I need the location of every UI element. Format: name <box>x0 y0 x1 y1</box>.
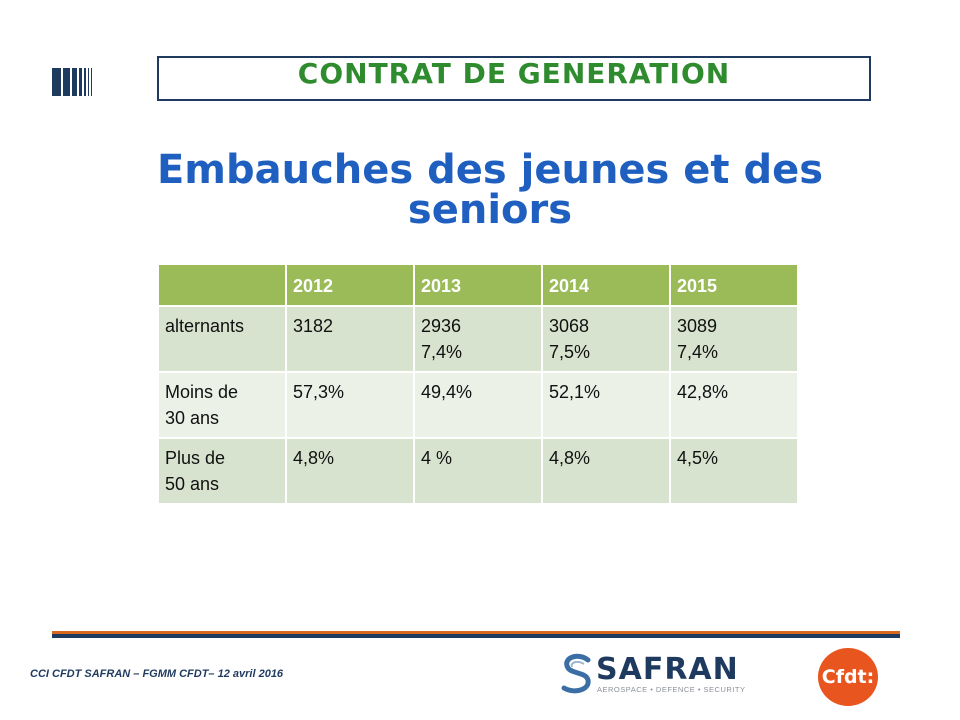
table-cell: 4 % <box>413 437 543 505</box>
safran-tagline: AEROSPACE • DEFENCE • SECURITY <box>597 685 746 694</box>
cfdt-logo: Cfdt: <box>818 648 878 706</box>
table-header-row: 2012 2013 2014 2015 <box>157 263 799 307</box>
slide-title: Embauches des jeunes et des seniors <box>100 150 880 230</box>
safran-logo: SAFRAN AEROSPACE • DEFENCE • SECURITY <box>560 652 745 698</box>
table-cell: 4,8% <box>285 437 415 505</box>
table-header-cell: 2015 <box>669 263 799 307</box>
footer-text: CCI CFDT SAFRAN – FGMM CFDT– 12 avril 20… <box>30 668 284 680</box>
table-header-cell: 2012 <box>285 263 415 307</box>
table-row: Moins de 30 ans 57,3% 49,4% 52,1% 42,8% <box>157 371 799 439</box>
table-cell: 4,8% <box>541 437 671 505</box>
footer-rule-orange <box>52 631 900 634</box>
table-header-cell <box>157 263 287 307</box>
table-cell: 4,5% <box>669 437 799 505</box>
slide-title-line1: Embauches des jeunes et des <box>156 147 824 193</box>
header-box: CONTRAT DE GENERATION <box>157 56 871 101</box>
table-cell: 3068 7,5% <box>541 305 671 373</box>
table-cell: 52,1% <box>541 371 671 439</box>
table-cell: 2936 7,4% <box>413 305 543 373</box>
slide-title-line2: seniors <box>407 187 573 233</box>
table-row: alternants 3182 2936 7,4% 3068 7,5% 3089 7,… <box>157 305 799 373</box>
row-label: Plus de 50 ans <box>157 437 287 505</box>
header-title: CONTRAT DE GENERATION <box>297 57 731 90</box>
row-label: alternants <box>157 305 287 373</box>
table-cell: 42,8% <box>669 371 799 439</box>
row-label: Moins de 30 ans <box>157 371 287 439</box>
safran-swirl-icon <box>561 653 591 694</box>
table-header-cell: 2014 <box>541 263 671 307</box>
decorative-bars-icon <box>52 68 94 96</box>
table-cell: 3089 7,4% <box>669 305 799 373</box>
table-header-cell: 2013 <box>413 263 543 307</box>
table-row: Plus de 50 ans 4,8% 4 % 4,8% 4,5% <box>157 437 799 505</box>
table-cell: 49,4% <box>413 371 543 439</box>
table-cell: 3182 <box>285 305 415 373</box>
footer-rule-navy <box>52 634 900 638</box>
safran-wordmark: SAFRAN <box>596 652 739 687</box>
hiring-table: 2012 2013 2014 2015 alternants 3182 2936… <box>157 263 799 505</box>
table-cell: 57,3% <box>285 371 415 439</box>
